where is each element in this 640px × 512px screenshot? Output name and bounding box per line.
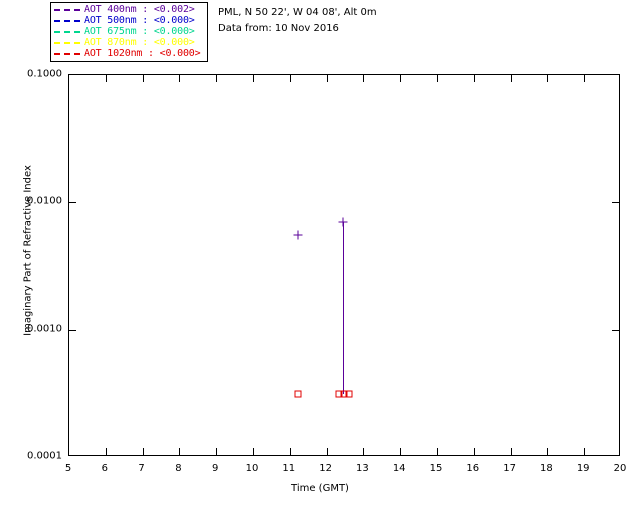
x-axis-tick-label: 13: [356, 463, 369, 474]
y-axis-tick-label: 0.0100: [27, 195, 62, 207]
y-axis-tick-label: 0.0001: [27, 450, 62, 462]
x-axis-tick: [547, 448, 549, 455]
legend-aot-870: AOT 870nm : <0.000>: [54, 37, 205, 48]
data-point-marker: [340, 390, 348, 398]
x-axis-tick-label: 5: [64, 463, 72, 474]
x-axis-tick-label: 6: [101, 463, 108, 474]
x-axis-tick: [289, 448, 291, 455]
x-axis-tick-label: 11: [282, 463, 296, 474]
legend-dash-icon: [54, 8, 80, 11]
plot-frame: [68, 74, 620, 456]
plot-area: [69, 75, 619, 455]
x-axis-tick: [326, 75, 328, 82]
x-axis-tick: [179, 448, 181, 455]
legend-aot-500: AOT 500nm : <0.000>: [54, 15, 205, 26]
y-axis-tick: [612, 329, 619, 331]
legend-label: AOT 400nm : <0.002>: [84, 4, 195, 15]
legend-aot-1020: AOT 1020nm : <0.000>: [54, 48, 205, 59]
x-axis-tick: [142, 75, 144, 82]
x-axis-tick-label: 19: [576, 463, 590, 474]
x-axis-tick: [105, 75, 107, 82]
x-axis-tick: [510, 75, 512, 82]
x-axis-tick-label: 15: [429, 463, 443, 474]
x-axis-tick: [584, 448, 586, 455]
data-point-marker: [294, 390, 302, 398]
x-axis-tick: [253, 448, 254, 455]
legend-label: AOT 870nm : <0.000>: [84, 37, 195, 48]
series-trace-line: [342, 222, 344, 395]
x-axis-tick-label: 17: [503, 463, 516, 474]
x-axis-tick: [473, 75, 475, 82]
x-axis-tick: [216, 448, 218, 455]
title-line-2: Data from: 10 Nov 2016: [218, 23, 339, 34]
y-axis-title: Imaginary Part of Refractive Index: [22, 165, 34, 336]
y-axis-tick: [612, 202, 619, 204]
x-axis-tick: [142, 448, 144, 455]
x-axis-tick: [105, 448, 107, 455]
y-axis-tick-label: 0.1000: [27, 68, 62, 80]
legend: AOT 400nm : <0.002> AOT 500nm : <0.000> AO…: [50, 2, 208, 62]
x-axis-tick: [363, 75, 365, 82]
legend-label: AOT 675nm : <0.000>: [84, 26, 195, 37]
x-axis-tick: [179, 75, 181, 82]
x-axis-tick: [289, 75, 291, 82]
data-point-marker: [338, 217, 348, 227]
y-axis-tick: [69, 329, 76, 331]
x-axis-tick: [473, 448, 475, 455]
legend-label: AOT 500nm : <0.000>: [84, 15, 195, 26]
x-axis-tick-label: 10: [245, 463, 259, 474]
x-axis-tick-label: 18: [540, 463, 553, 474]
y-axis-tick-label: 0.0010: [27, 323, 62, 335]
legend-dash-icon: [54, 52, 80, 55]
x-axis-tick: [253, 75, 254, 82]
title-line-1: PML, N 50 22', W 04 08', Alt 0m: [218, 7, 377, 18]
x-axis-tick: [437, 448, 438, 455]
x-axis-tick: [510, 448, 512, 455]
x-axis-tick-label: 14: [392, 463, 406, 474]
x-axis-tick: [216, 75, 218, 82]
x-axis-tick: [437, 75, 438, 82]
y-axis-tick: [69, 202, 76, 204]
legend-label: AOT 1020nm : <0.000>: [84, 48, 201, 59]
legend-dash-icon: [54, 30, 80, 33]
data-point-marker: [293, 230, 303, 240]
x-axis-tick: [400, 75, 402, 82]
x-axis-tick-label: 20: [613, 463, 627, 474]
x-axis-tick-label: 16: [466, 463, 480, 474]
x-axis-tick: [584, 75, 586, 82]
x-axis-tick: [326, 448, 328, 455]
data-point-marker: [345, 390, 353, 398]
x-axis-tick-label: 7: [138, 463, 145, 474]
x-axis-tick-label: 12: [319, 463, 332, 474]
data-point-marker: [335, 390, 343, 398]
title-block: PML, N 50 22', W 04 08', Alt 0m Data fro…: [218, 5, 377, 37]
legend-dash-icon: [54, 41, 80, 44]
x-axis-tick-label: 8: [175, 463, 182, 474]
legend-aot-675: AOT 675nm : <0.000>: [54, 26, 205, 37]
x-axis-tick: [363, 448, 365, 455]
x-axis-tick: [547, 75, 549, 82]
x-axis-tick-label: 9: [212, 463, 219, 474]
legend-aot-400: AOT 400nm : <0.002>: [54, 4, 205, 15]
x-axis-tick: [400, 448, 402, 455]
legend-dash-icon: [54, 19, 80, 22]
x-axis-title: Time (GMT): [291, 483, 349, 494]
